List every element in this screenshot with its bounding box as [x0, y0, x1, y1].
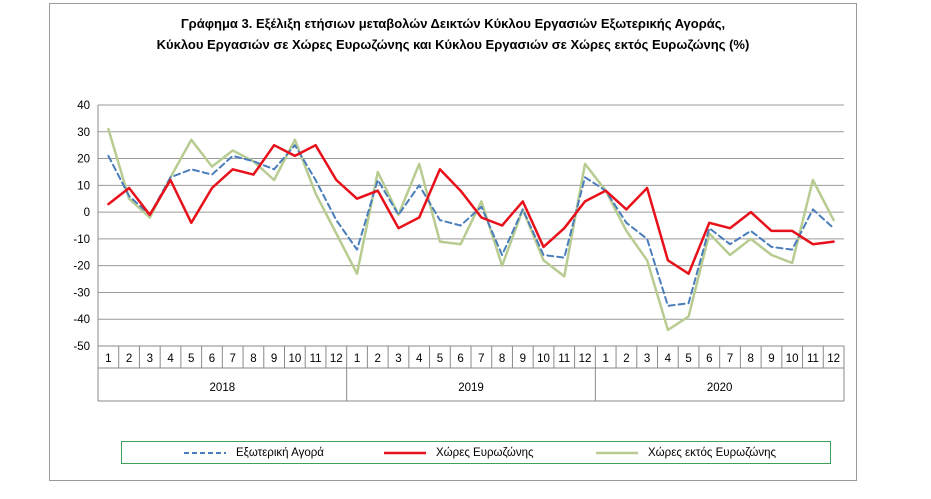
- y-tick-label: 40: [77, 100, 90, 112]
- x-tick-label-month: 12: [330, 353, 343, 365]
- x-tick-label-month: 7: [478, 353, 484, 365]
- x-tick-label-month: 5: [685, 353, 691, 365]
- x-tick-label-month: 12: [579, 353, 592, 365]
- x-tick-label-month: 8: [748, 353, 754, 365]
- x-tick-label-month: 3: [147, 353, 153, 365]
- x-tick-label-year: 2018: [210, 382, 236, 394]
- x-tick-label-month: 12: [827, 353, 840, 365]
- legend-swatch-eurozone: [384, 451, 426, 455]
- x-tick-label-month: 1: [105, 353, 111, 365]
- legend-swatch-non-eurozone: [596, 451, 638, 455]
- x-tick-label-month: 3: [644, 353, 650, 365]
- x-tick-label-month: 11: [310, 353, 322, 365]
- x-tick-label-month: 7: [727, 353, 733, 365]
- series-line-non-eurozone: [107, 127, 835, 332]
- x-tick-label-month: 9: [768, 353, 774, 365]
- x-tick-label-month: 11: [558, 353, 570, 365]
- y-tick-label: -20: [73, 261, 90, 273]
- x-tick-label-month: 10: [288, 353, 301, 365]
- chart-title: Γράφημα 3. Εξέλιξη ετήσιων μεταβολών Δει…: [49, 13, 857, 55]
- x-tick-label-month: 6: [457, 353, 463, 365]
- legend-label-external-market: Εξωτερική Αγορά: [236, 447, 324, 459]
- x-tick-label-month: 10: [786, 353, 799, 365]
- y-tick-label: -30: [73, 287, 90, 299]
- y-tick-label: 0: [84, 207, 90, 219]
- y-tick-label: -50: [73, 341, 90, 353]
- x-tick-label-month: 5: [437, 353, 443, 365]
- chart-legend: Εξωτερική Αγορά Χώρες Ευρωζώνης Χώρες εκ…: [121, 441, 831, 464]
- x-tick-label-year: 2019: [458, 382, 484, 394]
- x-tick-label-month: 4: [167, 353, 174, 365]
- x-tick-label-month: 3: [395, 353, 401, 365]
- chart-title-line-2: Κύκλου Εργασιών σε Χώρες Ευρωζώνης και Κ…: [156, 37, 750, 52]
- x-tick-label-month: 9: [271, 353, 277, 365]
- x-tick-label-month: 10: [537, 353, 550, 365]
- y-tick-label: 10: [77, 180, 90, 192]
- x-tick-label-month: 7: [229, 353, 235, 365]
- legend-label-non-eurozone: Χώρες εκτός Ευρωζώνης: [648, 447, 777, 459]
- x-tick-label-month: 11: [807, 353, 819, 365]
- x-tick-label-month: 1: [354, 353, 360, 365]
- x-tick-label-month: 6: [706, 353, 712, 365]
- chart-title-line-1: Γράφημα 3. Εξέλιξη ετήσιων μεταβολών Δει…: [180, 16, 726, 31]
- x-tick-label-month: 4: [416, 353, 423, 365]
- x-tick-label-month: 2: [126, 353, 132, 365]
- x-tick-label-year: 2020: [707, 382, 733, 394]
- x-tick-label-month: 4: [665, 353, 672, 365]
- y-tick-label: -10: [73, 234, 90, 246]
- x-tick-label-month: 1: [602, 353, 608, 365]
- x-tick-label-month: 2: [375, 353, 381, 365]
- series-line-eurozone: [107, 143, 835, 275]
- x-tick-label-month: 2: [623, 353, 629, 365]
- legend-item-eurozone: Χώρες Ευρωζώνης: [384, 445, 534, 461]
- x-tick-label-month: 6: [209, 353, 215, 365]
- legend-item-external-market: Εξωτερική Αγορά: [184, 445, 324, 461]
- y-tick-label: -40: [73, 314, 90, 326]
- legend-label-eurozone: Χώρες Ευρωζώνης: [436, 447, 534, 459]
- legend-swatch-external-market: [184, 452, 226, 454]
- x-tick-label-month: 8: [250, 353, 256, 365]
- legend-item-non-eurozone: Χώρες εκτός Ευρωζώνης: [596, 445, 776, 461]
- x-tick-label-month: 9: [520, 353, 526, 365]
- x-tick-label-month: 8: [499, 353, 505, 365]
- y-tick-label: 20: [77, 154, 90, 166]
- series-line-external-market: [107, 144, 835, 307]
- y-tick-label: 30: [77, 127, 90, 139]
- x-tick-label-month: 5: [188, 353, 194, 365]
